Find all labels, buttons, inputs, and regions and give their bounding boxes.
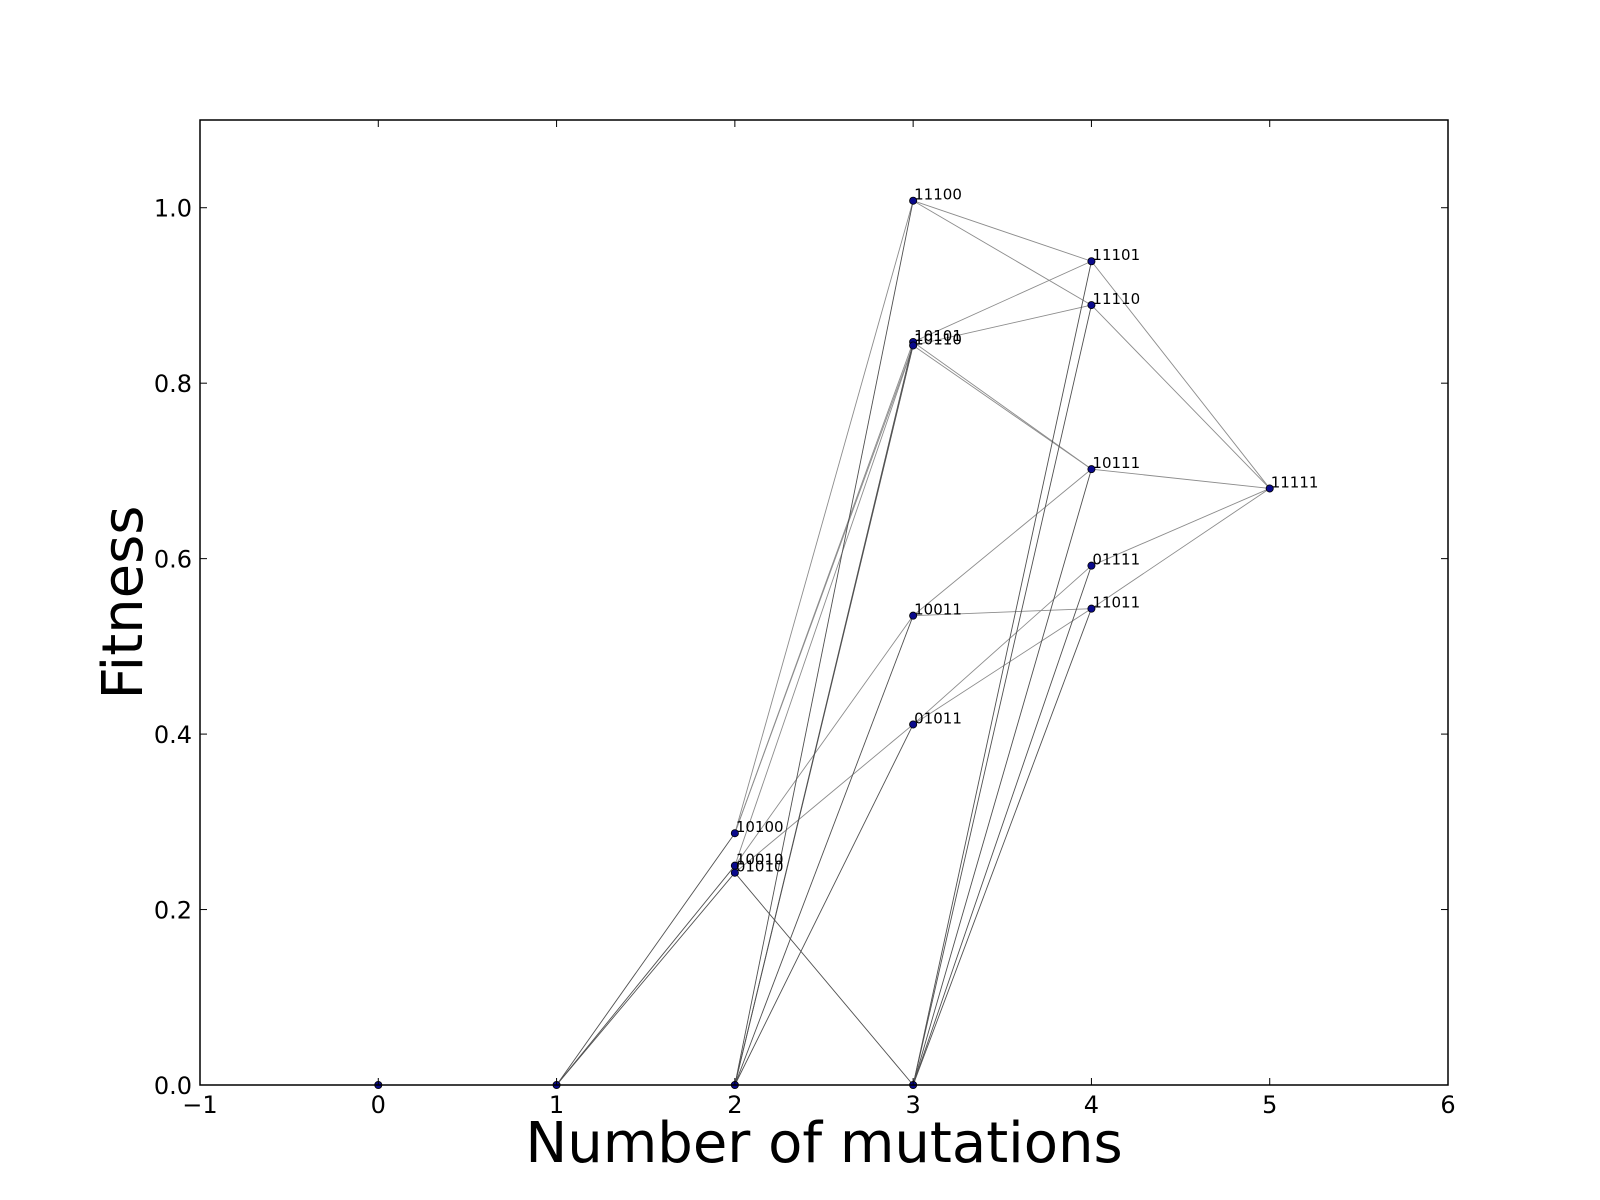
x-tick-label: 4 [1084,1091,1099,1119]
x-tick-label: 5 [1262,1091,1277,1119]
point-label-10111: 10111 [1092,454,1140,472]
x-axis-title: Number of mutations [525,1111,1122,1176]
edge-p2z-10110 [734,345,914,1086]
edge-p1-01010 [556,872,736,1086]
edge-p2z-10011 [734,615,914,1086]
point-label-11110: 11110 [1092,290,1140,308]
edge-p3z-10111 [912,469,1092,1086]
point-label-10010: 10010 [736,851,784,869]
point-label-10011: 10011 [914,601,962,619]
point-label-01010: 01010 [736,858,784,876]
edge-p3z-01111 [912,565,1092,1086]
point-label-10100: 10100 [736,818,784,836]
point-label-01011: 01011 [914,709,962,727]
edge-01011-01111 [912,565,1092,725]
y-tick-label: 0.2 [154,897,192,925]
point-10100 [730,829,739,838]
edge-10101-11101 [912,260,1092,343]
point-label-11111: 11111 [1271,473,1319,491]
edge-p2z-11100 [734,200,914,1086]
y-tick-label: 0.8 [154,370,192,398]
edge-10100-11100 [734,200,914,834]
x-tick-label: −1 [182,1091,217,1119]
y-tick-label: 0.0 [154,1072,192,1100]
point-label-11100: 11100 [914,186,962,204]
edge-01011-11011 [912,608,1092,725]
x-tick-label: 0 [371,1091,386,1119]
y-axis-title: Fitness [91,506,156,700]
edge-10110-10111 [912,345,1092,470]
y-tick-label: 1.0 [154,195,192,223]
point-label-01111: 01111 [1092,551,1140,569]
point-11101 [1087,257,1096,266]
edge-10101-10111 [912,341,1092,470]
point-11011 [1087,604,1096,613]
edge-11100-11101 [912,200,1092,262]
point-11111 [1265,484,1274,493]
point-11110 [1087,301,1096,310]
point-01010 [730,868,739,877]
y-tick-label: 0.6 [154,546,192,574]
point-label-10110: 10110 [914,330,962,348]
y-tick-label: 0.4 [154,721,192,749]
edge-01010-01011 [734,724,914,874]
point-10110 [909,341,918,350]
point-11100 [909,196,918,205]
ticks-layer: −1 0 1 2 3 4 5 6 0.0 0.2 0.4 0.6 0.8 1.0 [154,120,1456,1119]
edge-p2z-01011 [734,724,914,1086]
point-label-10101: 10101 [914,327,962,345]
edge-p3z-11101 [912,261,1092,1086]
edge-p3z-11011 [912,608,1092,1086]
edge-10011-10111 [912,468,1092,617]
edge-01010-p3z [734,872,914,1086]
x-tick-label: 2 [727,1091,742,1119]
edges-layer [556,200,1271,1086]
x-tick-label: 1 [549,1091,564,1119]
edge-p1-10100 [556,832,736,1086]
point-label-11101: 11101 [1092,246,1140,264]
edge-11100-11110 [912,200,1092,306]
edge-11101-11111 [1091,260,1271,489]
point-01011 [909,720,918,729]
point-10111 [1087,465,1096,474]
edge-10010-10011 [734,615,914,866]
edge-10110-11110 [913,304,1092,346]
point-10011 [909,611,918,620]
edge-10011-11011 [913,608,1092,617]
x-tick-label: 6 [1440,1091,1455,1119]
edge-10010-10110 [734,345,914,866]
point-label-11011: 11011 [1092,594,1140,612]
point-01111 [1087,561,1096,570]
plot-frame [199,119,1449,1086]
edge-11011-11111 [1091,488,1270,610]
edge-p1-10010 [556,865,736,1086]
edge-10100-10110 [734,345,914,834]
edge-01111-11111 [1091,488,1270,567]
x-tick-label: 3 [906,1091,921,1119]
edge-10111-11111 [1091,468,1270,489]
edge-11110-11111 [1091,304,1271,489]
edge-p3z-11110 [912,305,1092,1086]
